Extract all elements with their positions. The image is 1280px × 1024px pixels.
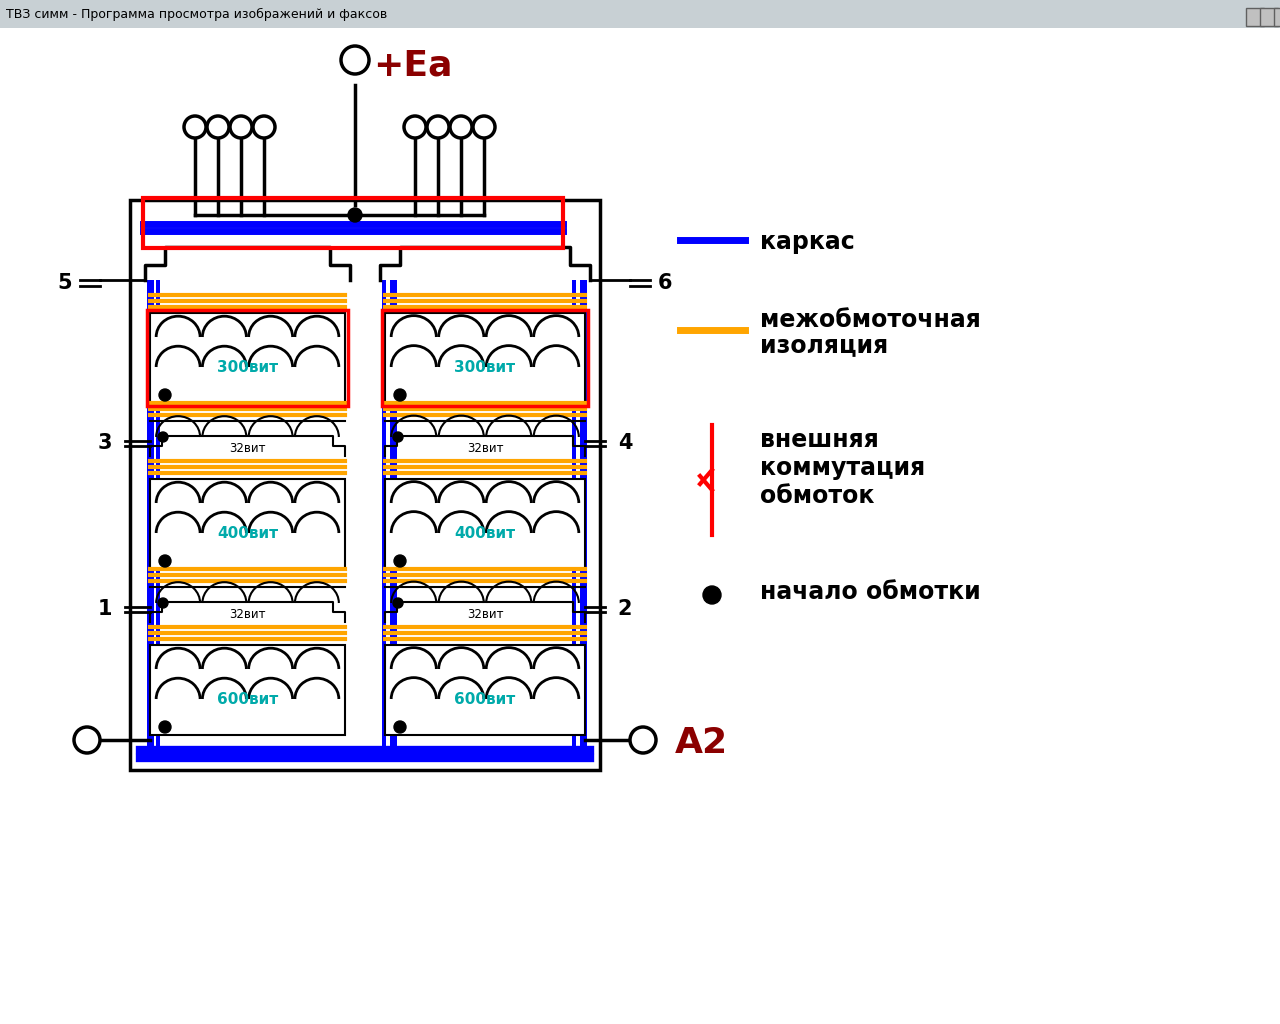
Text: 6: 6 [658,273,672,293]
Bar [381,280,387,750]
Text: каркас: каркас [760,230,855,254]
Circle shape [348,208,362,222]
Bar [1260,8,1277,26]
Circle shape [230,116,252,138]
Circle shape [184,116,206,138]
Text: 300вит: 300вит [216,359,278,375]
Text: 300вит: 300вит [454,359,516,375]
Bar [156,280,160,750]
Text: 4: 4 [618,433,632,453]
Circle shape [159,389,172,401]
Circle shape [253,116,275,138]
Circle shape [340,46,369,74]
Bar [580,280,588,750]
Text: 32вит: 32вит [467,608,503,622]
Bar [150,645,346,735]
Bar [385,313,585,403]
Circle shape [157,598,168,608]
Text: 32вит: 32вит [229,442,266,456]
Circle shape [404,116,426,138]
Circle shape [393,598,403,608]
Circle shape [428,116,449,138]
Circle shape [159,721,172,733]
Circle shape [207,116,229,138]
Circle shape [474,116,495,138]
Bar [1274,8,1280,26]
Circle shape [394,555,406,567]
Circle shape [451,116,472,138]
Bar [385,479,585,569]
Text: обмоток: обмоток [760,484,874,508]
Circle shape [74,727,100,753]
Bar [385,645,585,735]
Text: +Ea: +Ea [372,48,453,82]
Text: изоляция: изоляция [760,333,888,357]
Circle shape [630,727,657,753]
Text: 1: 1 [97,599,113,618]
Bar [1245,8,1265,26]
Bar [0,0,1280,28]
Text: 600вит: 600вит [216,691,278,707]
Circle shape [159,555,172,567]
Bar [147,280,154,750]
Text: 400вит: 400вит [216,525,278,541]
Circle shape [157,432,168,442]
Circle shape [394,721,406,733]
Text: 400вит: 400вит [454,525,516,541]
Text: коммутация: коммутация [760,456,925,480]
Text: начало обмотки: начало обмотки [760,580,980,604]
Text: межобмоточная: межобмоточная [760,308,980,332]
Text: ТВЗ симм - Программа просмотра изображений и факсов: ТВЗ симм - Программа просмотра изображен… [6,7,388,20]
Text: A2: A2 [675,726,728,760]
Text: 600вит: 600вит [454,691,516,707]
Text: 32вит: 32вит [229,608,266,622]
Text: 2: 2 [618,599,632,618]
Bar [150,313,346,403]
Text: внешняя: внешняя [760,428,879,452]
Bar [390,280,397,750]
Circle shape [394,389,406,401]
Bar [150,479,346,569]
Circle shape [703,586,721,604]
Circle shape [393,432,403,442]
Text: 32вит: 32вит [467,442,503,456]
Text: 3: 3 [97,433,113,453]
Text: 5: 5 [58,273,72,293]
Bar [131,200,600,770]
Bar [572,280,576,750]
